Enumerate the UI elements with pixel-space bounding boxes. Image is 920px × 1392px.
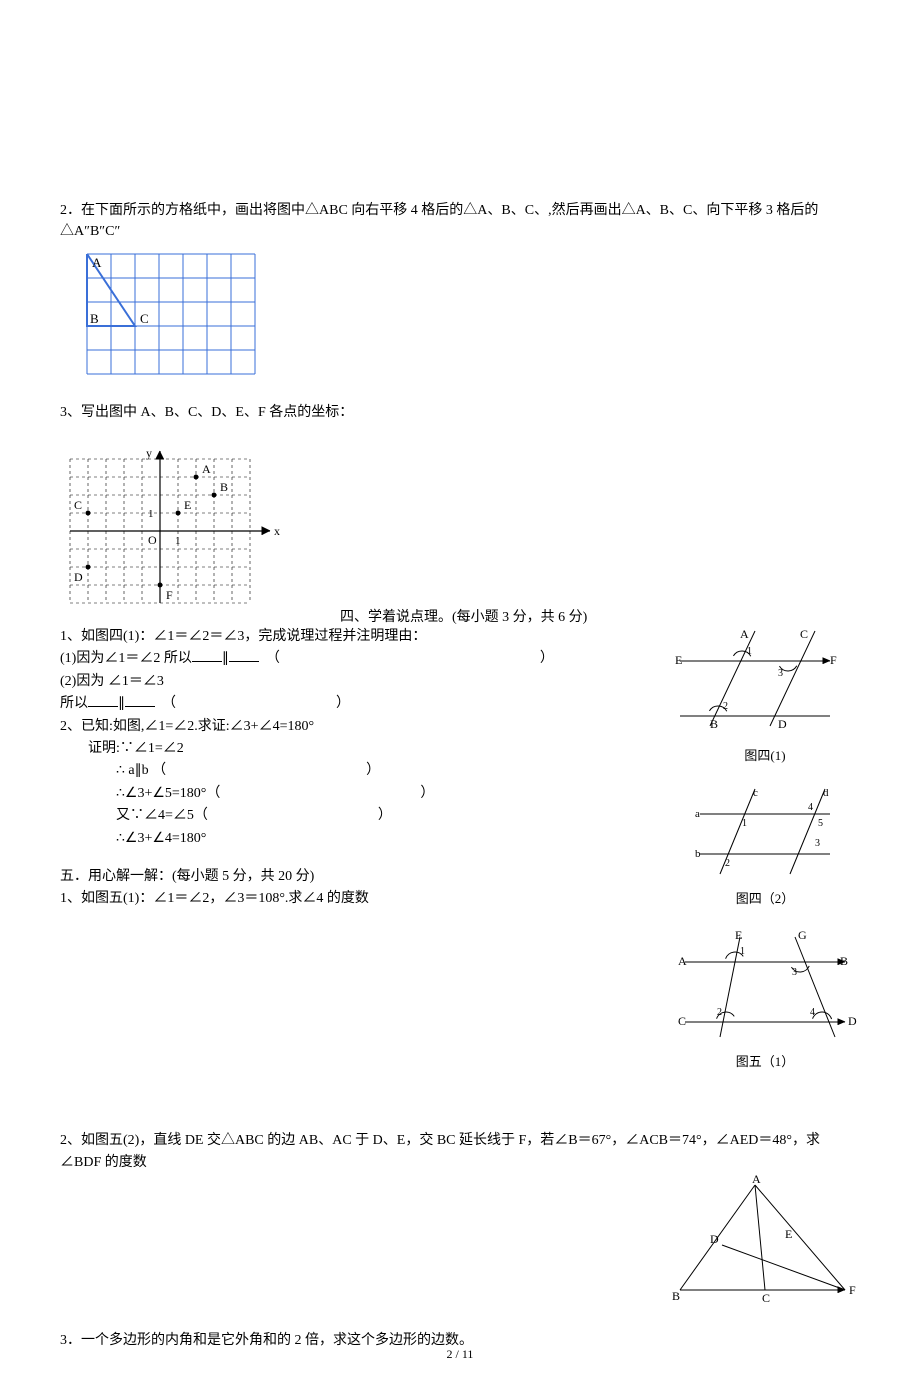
svg-text:3: 3 bbox=[815, 838, 820, 849]
svg-text:F: F bbox=[849, 1283, 856, 1297]
svg-text:B: B bbox=[90, 311, 99, 326]
s4-q2-l2: ∴ a∥b （） bbox=[60, 760, 640, 782]
fig41-caption: 图四(1) bbox=[670, 745, 860, 764]
svg-text:B: B bbox=[710, 717, 718, 731]
question-2: 2．在下面所示的方格纸中，画出将图中△ABC 向右平移 4 格后的△A、B、C、… bbox=[60, 200, 860, 242]
s4-q2-l4: 又∵∠4=∠5（） bbox=[60, 805, 640, 827]
s4-q2-l1: 证明:∵∠1=∠2 bbox=[60, 738, 640, 760]
svg-text:O: O bbox=[148, 533, 157, 547]
svg-text:E: E bbox=[675, 653, 682, 667]
s4-q1-l3: 所以∥ （） bbox=[60, 693, 640, 715]
svg-text:2: 2 bbox=[717, 1007, 722, 1018]
page-number: 2 / 11 bbox=[0, 1347, 920, 1362]
fig5-2: A B C F D E bbox=[660, 1175, 860, 1310]
fig51-caption: 图五（1） bbox=[670, 1051, 860, 1070]
fig4-1: A C E F B D 1 2 3 图四(1) bbox=[670, 626, 860, 764]
svg-text:1: 1 bbox=[742, 818, 747, 829]
fig42-caption: 图四（2） bbox=[670, 888, 860, 907]
svg-text:E: E bbox=[735, 928, 742, 942]
svg-text:B: B bbox=[220, 480, 228, 494]
svg-text:1: 1 bbox=[740, 946, 745, 957]
svg-text:D: D bbox=[778, 717, 787, 731]
s4-q1-l2: (2)因为 ∠1＝∠3 bbox=[60, 671, 640, 693]
s4-q2-l5: ∴∠3+∠4=180° bbox=[60, 828, 640, 850]
svg-text:3: 3 bbox=[792, 967, 797, 978]
s4-q2-l3: ∴∠3+∠5=180°（） bbox=[60, 783, 640, 805]
svg-text:C: C bbox=[762, 1291, 770, 1305]
svg-text:C: C bbox=[74, 498, 82, 512]
svg-text:D: D bbox=[710, 1232, 719, 1246]
svg-text:c: c bbox=[753, 787, 758, 799]
svg-text:d: d bbox=[823, 787, 829, 799]
svg-text:1: 1 bbox=[175, 535, 181, 547]
svg-text:5: 5 bbox=[818, 818, 823, 829]
svg-text:D: D bbox=[848, 1014, 857, 1028]
s4-q1-l1: (1)因为∠1＝∠2 所以∥ （） bbox=[60, 648, 640, 670]
svg-text:G: G bbox=[798, 928, 807, 942]
section5-title: 五．用心解一解：(每小题 5 分，共 20 分) bbox=[60, 866, 640, 888]
s4-q2-intro: 2、已知:如图,∠1=∠2.求证:∠3+∠4=180° bbox=[60, 716, 640, 738]
q2-text: 2．在下面所示的方格纸中，画出将图中△ABC 向右平移 4 格后的△A、B、C、… bbox=[60, 200, 860, 242]
svg-text:4: 4 bbox=[810, 1007, 815, 1018]
svg-text:E: E bbox=[184, 498, 191, 512]
svg-text:A: A bbox=[740, 627, 749, 641]
svg-text:4: 4 bbox=[808, 802, 813, 813]
svg-text:C: C bbox=[800, 627, 808, 641]
svg-text:A: A bbox=[92, 255, 102, 270]
s4-q1-intro: 1、如图四(1)：∠1＝∠2＝∠3，完成说理过程并注明理由： bbox=[60, 626, 640, 648]
fig5-1: ABCDEG1324 图五（1） bbox=[670, 927, 860, 1070]
svg-text:A: A bbox=[202, 462, 211, 476]
fig4-2: a b c d 1 2 3 45 图四（2） bbox=[670, 784, 860, 907]
svg-text:F: F bbox=[166, 588, 173, 602]
svg-text:1: 1 bbox=[747, 646, 752, 657]
svg-text:A: A bbox=[678, 954, 687, 968]
svg-text:a: a bbox=[695, 808, 700, 820]
s5-q2: 2、如图五(2)，直线 DE 交△ABC 的边 AB、AC 于 D、E，交 BC… bbox=[60, 1130, 860, 1175]
svg-text:B: B bbox=[672, 1289, 680, 1303]
s5-q1: 1、如图五(1)：∠1＝∠2，∠3＝108°.求∠4 的度数 bbox=[60, 888, 640, 910]
question-3: 3、写出图中 A、B、C、D、E、F 各点的坐标： bbox=[60, 401, 860, 421]
svg-text:E: E bbox=[785, 1227, 792, 1241]
q2-grid: A B C bbox=[85, 252, 860, 381]
svg-text:2: 2 bbox=[725, 858, 730, 869]
q3-text: 3、写出图中 A、B、C、D、E、F 各点的坐标： bbox=[60, 401, 860, 421]
svg-text:x: x bbox=[274, 524, 280, 538]
svg-text:C: C bbox=[140, 311, 149, 326]
svg-text:3: 3 bbox=[778, 668, 783, 679]
svg-text:b: b bbox=[695, 848, 701, 860]
svg-text:2: 2 bbox=[723, 701, 728, 712]
coord-plane: x y O 1 1 AB C D E F bbox=[60, 441, 860, 626]
svg-text:F: F bbox=[830, 653, 837, 667]
svg-text:D: D bbox=[74, 570, 83, 584]
svg-text:1: 1 bbox=[148, 508, 154, 520]
svg-text:y: y bbox=[146, 446, 152, 460]
svg-text:A: A bbox=[752, 1175, 761, 1186]
svg-text:C: C bbox=[678, 1014, 686, 1028]
